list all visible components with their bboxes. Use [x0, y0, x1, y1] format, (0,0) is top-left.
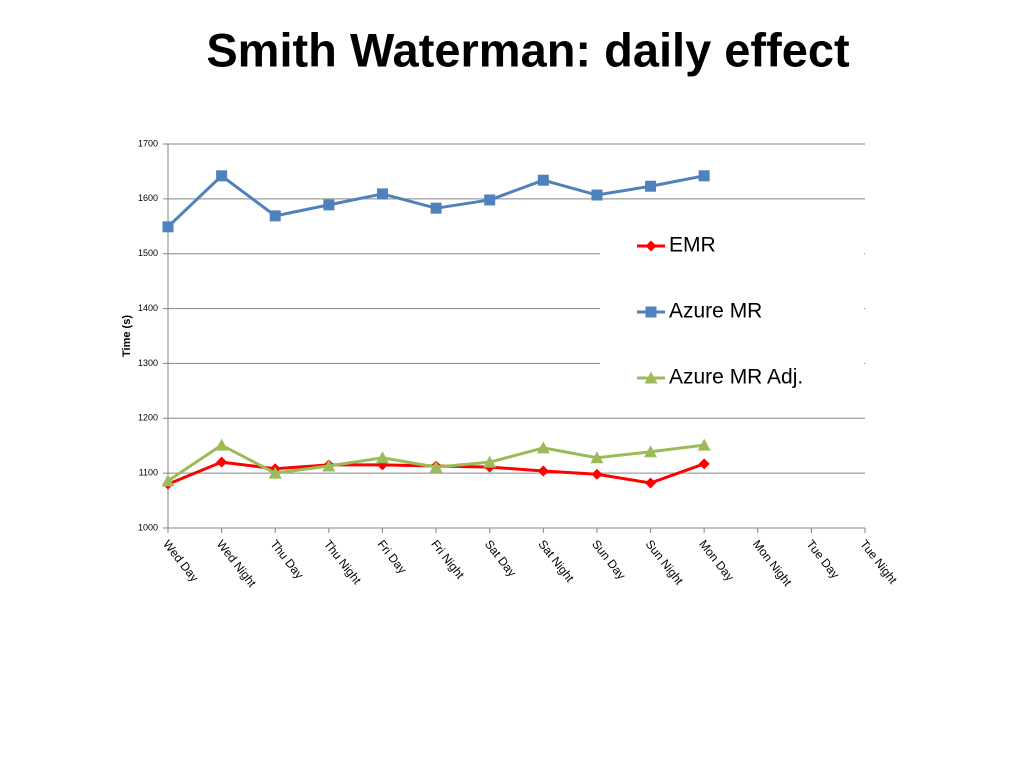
marker [162, 221, 174, 233]
chart-title: Smith Waterman: daily effect [206, 23, 850, 76]
marker [537, 174, 549, 186]
marker [590, 451, 604, 464]
x-tick-label: Thu Day [267, 537, 306, 581]
x-tick-label: Tue Day [804, 537, 843, 581]
marker [216, 456, 228, 468]
y-tick-label: 1300 [138, 358, 158, 368]
marker [216, 170, 228, 182]
legend-label: Azure MR [669, 300, 762, 323]
y-tick-label: 1200 [138, 413, 158, 423]
marker [698, 170, 710, 182]
marker [698, 458, 710, 470]
marker [322, 459, 336, 472]
legend-label: Azure MR Adj. [669, 366, 803, 389]
marker [215, 438, 229, 451]
x-tick-label: Mon Day [696, 537, 737, 583]
y-tick-label: 1400 [138, 303, 158, 313]
x-tick-label: Mon Night [750, 537, 795, 589]
marker [268, 466, 282, 479]
y-tick-label: 1000 [138, 522, 158, 532]
x-tick-label: Tue Night [857, 537, 900, 587]
x-tick-label: Sat Night [535, 537, 577, 585]
marker [644, 445, 658, 458]
marker [645, 180, 657, 192]
legend-label: EMR [669, 234, 716, 257]
y-tick-label: 1600 [138, 193, 158, 203]
marker [591, 468, 603, 480]
y-tick-label: 1500 [138, 248, 158, 258]
marker [323, 199, 335, 211]
x-tick-label: Sun Night [643, 537, 687, 588]
x-tick-label: Thu Night [321, 537, 364, 587]
marker [537, 465, 549, 477]
marker [645, 240, 657, 252]
marker [161, 474, 175, 487]
x-tick-label: Sat Day [482, 537, 519, 579]
marker [484, 194, 496, 206]
x-tick-label: Wed Day [160, 537, 201, 584]
marker [430, 202, 442, 214]
marker [536, 441, 550, 454]
marker [644, 371, 658, 384]
x-tick-label: Sun Day [589, 537, 628, 582]
marker [376, 188, 388, 200]
y-tick-label: 1100 [139, 468, 158, 478]
marker [429, 460, 443, 473]
x-tick-label: Fri Night [428, 537, 467, 582]
x-tick-label: Wed Night [214, 537, 260, 590]
marker [375, 451, 389, 464]
y-tick-label: 1700 [138, 138, 158, 148]
marker [591, 189, 603, 201]
marker [269, 210, 281, 222]
x-tick-label: Fri Day [375, 537, 410, 576]
marker [645, 306, 657, 318]
y-axis-label: Time (s) [121, 315, 133, 357]
marker [697, 438, 711, 451]
marker [483, 455, 497, 468]
marker [645, 477, 657, 489]
